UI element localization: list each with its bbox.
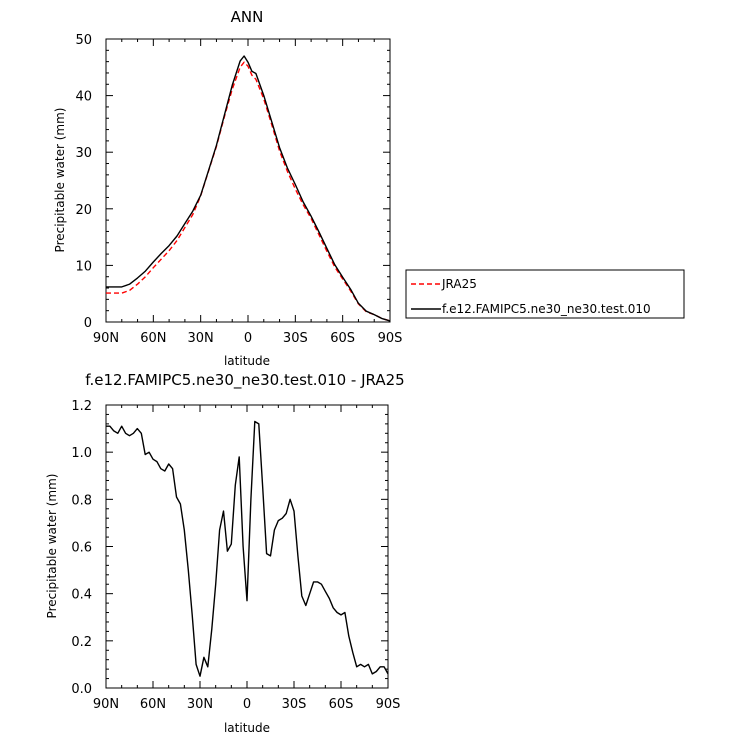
bottom-y-tick-label: 0.0 — [71, 682, 92, 697]
top-x-tick-label: 60S — [330, 331, 355, 346]
top-y-tick-label: 50 — [75, 33, 92, 48]
bottom-series-line-series-0 — [106, 420, 389, 677]
bottom-y-tick-label: 1.2 — [71, 399, 92, 414]
bottom-x-tick-label: 90N — [93, 697, 119, 712]
bottom-axis-ticks: 90N 60N 30N 0 30S 60S 90S 0.0 0.2 0.4 0.6 0.8 1.0 1.2 — [71, 399, 400, 712]
bottom-x-tick-label: 0 — [243, 697, 251, 712]
bottom-plot-frame — [105, 404, 389, 689]
bottom-y-tick-label: 1.0 — [71, 446, 92, 461]
top-y-tick-label: 0 — [84, 316, 92, 331]
bottom-x-tick-label: 60N — [140, 697, 166, 712]
legend-box — [405, 269, 685, 319]
top-x-tick-label: 60N — [140, 331, 166, 346]
bottom-x-tick-label: 30S — [282, 697, 307, 712]
bottom-x-tick-label: 30N — [187, 697, 213, 712]
top-x-tick-label: 30S — [283, 331, 308, 346]
top-plot-frame — [105, 38, 391, 323]
top-axis-ticks: 90N 60N 30N 0 30S 60S 90S 0 10 20 30 40 50 — [75, 33, 402, 346]
top-x-tick-label: 30N — [188, 331, 214, 346]
legend: JRA25 f.e12.FAMIPC5.ne30_ne30.test.010 — [405, 269, 685, 319]
legend-label-jra25: JRA25 — [441, 277, 477, 291]
bottom-x-axis-label: latitude — [224, 721, 270, 735]
bottom-y-tick-label: 0.2 — [71, 635, 92, 650]
bottom-x-tick-label: 90S — [376, 697, 401, 712]
bottom-x-tick-label: 60S — [329, 697, 354, 712]
top-x-tick-label: 90S — [378, 331, 403, 346]
bottom-series-group — [106, 420, 389, 677]
top-y-tick-label: 20 — [75, 203, 92, 218]
bottom-panel: f.e12.FAMIPC5.ne30_ne30.test.010 - JRA25… — [45, 371, 405, 735]
top-panel: ANN 90N 60N 30N 0 30S 60S 90S 0 10 20 30 40 50 latit… — [53, 8, 402, 368]
bottom-y-tick-label: 0.4 — [71, 588, 92, 603]
top-series-line-jra25 — [106, 61, 391, 322]
bottom-y-tick-label: 0.6 — [71, 541, 92, 556]
top-x-axis-label: latitude — [224, 354, 270, 368]
bottom-y-tick-label: 0.8 — [71, 493, 92, 508]
top-y-tick-label: 30 — [75, 146, 92, 161]
top-x-tick-label: 90N — [93, 331, 119, 346]
top-y-axis-label: Precipitable water (mm) — [53, 108, 67, 253]
top-series-line-f-e12-famipc5-ne30-ne30-test-010 — [106, 55, 391, 322]
top-y-tick-label: 40 — [75, 90, 92, 105]
top-chart-title: ANN — [231, 8, 264, 26]
top-y-tick-label: 10 — [75, 259, 92, 274]
bottom-y-axis-label: Precipitable water (mm) — [45, 474, 59, 619]
top-x-tick-label: 0 — [244, 331, 252, 346]
bottom-chart-title: f.e12.FAMIPC5.ne30_ne30.test.010 - JRA25 — [85, 371, 404, 390]
legend-label-model: f.e12.FAMIPC5.ne30_ne30.test.010 — [442, 302, 651, 316]
top-series-group — [106, 55, 391, 322]
